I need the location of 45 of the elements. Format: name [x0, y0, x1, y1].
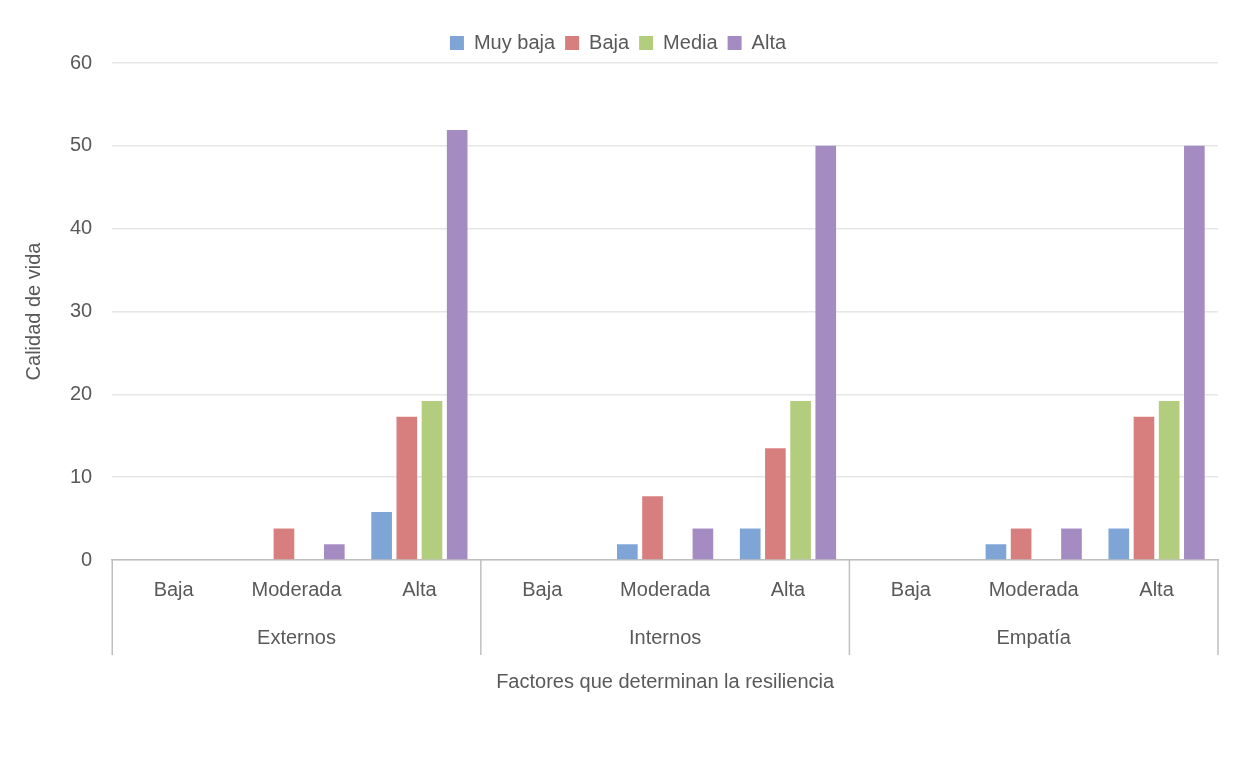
bar [1158, 400, 1180, 560]
bar [446, 130, 468, 560]
text: Externos [257, 625, 337, 648]
bar [985, 544, 1007, 560]
x-tick-label: Alta [402, 577, 438, 600]
bar [765, 448, 786, 560]
y-axis-title: Calidad de vida [21, 241, 44, 381]
bar [815, 145, 837, 560]
x-tick-label: Alta [1139, 577, 1175, 600]
bar [642, 496, 663, 560]
bar [617, 544, 638, 560]
bar [1108, 528, 1130, 560]
x-tick-label: Baja [153, 577, 195, 600]
y-tick-label: 10 [70, 464, 93, 487]
bar [790, 400, 811, 560]
x-tick-label: Moderada [988, 577, 1080, 600]
bar [273, 528, 295, 560]
legend-label: Alta [751, 30, 787, 53]
bar [421, 400, 443, 560]
y-tick-label: 50 [70, 133, 93, 156]
text: Empatía [996, 625, 1072, 648]
x-tick-label: Moderada [251, 577, 343, 600]
x-tick-label: Baja [522, 577, 564, 600]
bar [1133, 416, 1155, 560]
legend-label: Media [663, 30, 719, 53]
y-tick-label: 30 [70, 299, 93, 322]
legend-label: Muy baja [473, 30, 556, 53]
y-tick-label: 40 [70, 216, 93, 239]
bar [323, 544, 345, 560]
y-tick-label: 0 [81, 547, 93, 570]
y-tick-label: 60 [70, 50, 93, 73]
bar [371, 511, 392, 560]
x-tick-label: Moderada [620, 577, 712, 600]
legend-label: Baja [589, 30, 630, 53]
bar [1184, 145, 1205, 560]
x-axis-title: Factores que determinan la resiliencia [496, 669, 835, 692]
y-tick-label: 20 [70, 381, 93, 404]
bar [396, 416, 418, 560]
text: Internos [628, 625, 702, 648]
bar [739, 528, 761, 560]
bar [1010, 528, 1032, 560]
bar [692, 528, 714, 560]
x-tick-label: Baja [890, 577, 932, 600]
x-tick-label: Alta [770, 577, 807, 600]
bar [1061, 528, 1082, 560]
